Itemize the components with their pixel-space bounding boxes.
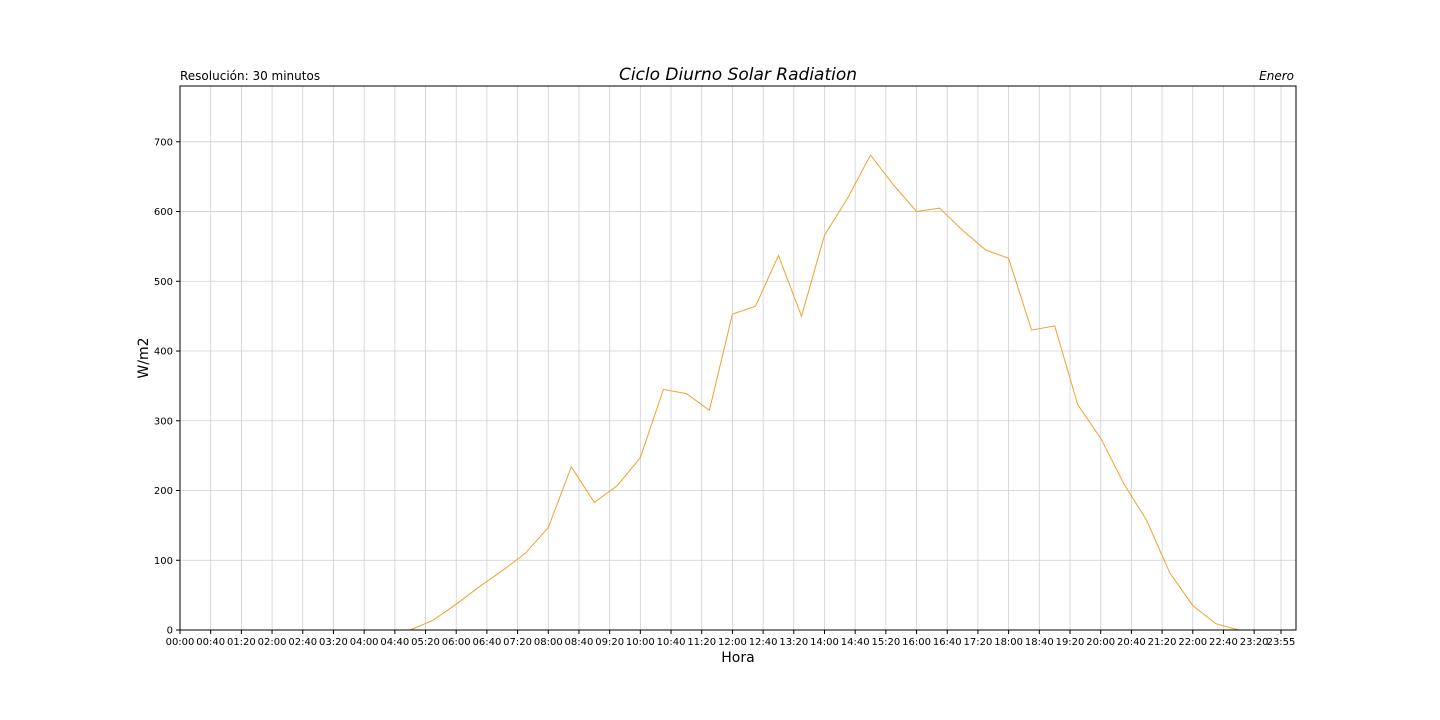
x-tick-label: 11:20 (687, 637, 716, 648)
x-tick-label: 23:55 (1267, 637, 1296, 648)
x-tick-label: 06:40 (472, 637, 501, 648)
x-tick-label: 02:00 (258, 637, 287, 648)
x-tick-label: 15:20 (871, 637, 900, 648)
x-tick-label: 00:40 (196, 637, 225, 648)
x-tick-label: 02:40 (288, 637, 317, 648)
y-tick-label: 100 (154, 556, 173, 567)
x-tick-label: 16:40 (933, 637, 962, 648)
x-axis-label: Hora (721, 650, 754, 666)
x-tick-label: 20:40 (1117, 637, 1146, 648)
x-tick-label: 10:40 (657, 637, 686, 648)
grid-lines (179, 86, 1296, 631)
x-tick-label: 14:40 (841, 637, 870, 648)
y-tick-label: 300 (154, 416, 173, 427)
x-tick-label: 18:40 (1025, 637, 1054, 648)
x-tick-label: 08:00 (534, 637, 563, 648)
x-tick-label: 14:00 (810, 637, 839, 648)
x-tick-label: 18:00 (994, 637, 1023, 648)
x-tick-label: 22:40 (1209, 637, 1238, 648)
x-tick-labels: 00:00 00:40 01:20 02:00 02:40 03:20 04:00 04:40… (166, 630, 1296, 648)
chart-title: Ciclo Diurno Solar Radiation (619, 65, 857, 85)
resolution-label: Resolución: 30 minutos (180, 69, 320, 83)
x-tick-label: 03:20 (319, 637, 348, 648)
x-tick-label: 12:00 (718, 637, 747, 648)
x-tick-label: 22:00 (1178, 637, 1207, 648)
y-tick-label: 200 (154, 486, 173, 497)
x-tick-label: 17:20 (964, 637, 993, 648)
plot-frame (179, 85, 1297, 631)
x-tick-label: 04:00 (350, 637, 379, 648)
x-tick-label: 05:20 (411, 637, 440, 648)
x-tick-label: 07:20 (503, 637, 532, 648)
series-line (180, 154, 1281, 631)
x-tick-label: 20:00 (1086, 637, 1115, 648)
x-tick-label: 00:00 (166, 637, 195, 648)
x-tick-label: 01:20 (227, 637, 256, 648)
x-tick-label: 08:40 (565, 637, 594, 648)
x-tick-label: 16:00 (902, 637, 931, 648)
y-tick-label: 700 (154, 137, 173, 148)
x-tick-label: 19:20 (1056, 637, 1085, 648)
y-axis-label: W/m2 (136, 337, 152, 378)
month-label: Enero (1259, 69, 1294, 83)
x-tick-label: 10:00 (626, 637, 655, 648)
y-tick-label: 400 (154, 347, 173, 358)
x-tick-label: 21:20 (1148, 637, 1177, 648)
series-line-group (180, 154, 1281, 631)
x-tick-label: 04:40 (380, 637, 409, 648)
x-tick-label: 13:20 (779, 637, 808, 648)
x-tick-label: 09:20 (595, 637, 624, 648)
y-tick-label: 500 (154, 277, 173, 288)
y-tick-label: 600 (154, 207, 173, 218)
x-tick-label: 12:40 (749, 637, 778, 648)
x-tick-label: 23:20 (1240, 637, 1269, 648)
y-tick-labels: 0 100 200 300 400 500 600 700 (154, 137, 180, 637)
x-tick-label: 06:00 (442, 637, 471, 648)
y-tick-label: 0 (167, 626, 173, 637)
